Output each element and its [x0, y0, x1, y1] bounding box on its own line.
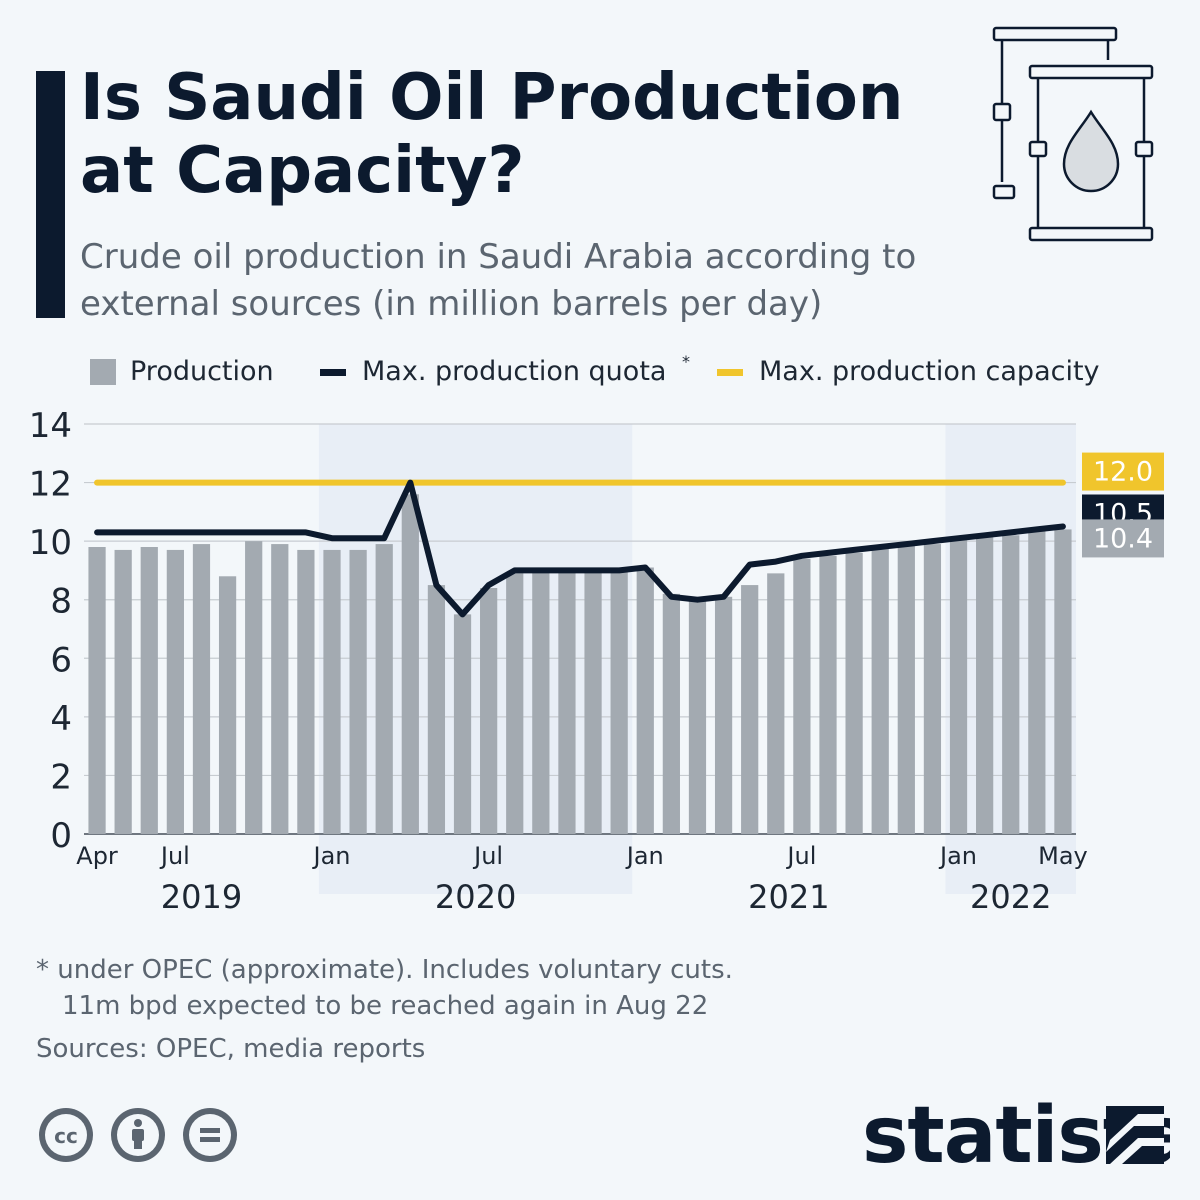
x-tick-Jan-9: Jan: [312, 842, 351, 870]
end-label-box-capacity: [1082, 452, 1164, 491]
quota-line: [94, 479, 1066, 618]
attribution-icon: [111, 1108, 165, 1162]
production-bar-16: [506, 573, 524, 834]
legend-quota-footnote-mark: *: [682, 352, 690, 371]
accent-bar: [36, 71, 65, 318]
production-bar-36: [1028, 529, 1046, 834]
legend-label-quota: Max. production quota: [362, 356, 667, 387]
y-tick-10: 10: [29, 523, 72, 563]
production-bar-18: [558, 570, 576, 834]
production-bar-6: [245, 541, 263, 834]
x-axis: 2019 2020 2021 2022 Apr Jul Jan Jul Jan Jul Jan May: [76, 842, 1087, 916]
production-bar-30: [871, 547, 889, 834]
chart-lines: [94, 479, 1066, 618]
y-tick-14: 14: [29, 406, 72, 446]
production-bar-3: [166, 549, 184, 834]
production-bars: [88, 494, 1072, 834]
legend-swatch-quota: [320, 369, 346, 376]
x-tick-Jul-27: Jul: [785, 842, 816, 870]
x-tick-Jan-33: Jan: [938, 842, 977, 870]
legend-swatch-production: [90, 359, 116, 385]
production-bar-20: [610, 570, 628, 834]
production-bar-17: [532, 570, 550, 834]
production-bar-0: [88, 547, 106, 834]
cc-icon: cc: [39, 1108, 93, 1162]
production-bar-27: [793, 558, 811, 834]
x-tick-May-37: May: [1038, 842, 1088, 870]
production-bar-14: [453, 614, 472, 834]
x-tick-Jul-15: Jul: [472, 842, 503, 870]
production-bar-7: [271, 544, 289, 834]
production-bar-33: [949, 538, 968, 834]
production-bar-21: [636, 567, 654, 834]
oil-barrel-icon: [992, 26, 1154, 242]
title-line-1: Is Saudi Oil Production: [80, 61, 904, 135]
legend-label-capacity: Max. production capacity: [759, 356, 1100, 387]
production-bar-29: [845, 552, 863, 834]
y-tick-6: 6: [50, 640, 72, 680]
footnote-line-1: * under OPEC (approximate). Includes vol…: [36, 955, 733, 985]
end-label-production: 10.4: [1093, 523, 1153, 554]
production-bar-35: [1002, 535, 1020, 834]
production-bar-22: [662, 593, 680, 834]
sources-note: Sources: OPEC, media reports: [36, 1034, 426, 1064]
subtitle-line-2: external sources (in million barrels per…: [80, 284, 823, 324]
production-bar-23: [688, 596, 707, 834]
production-bar-5: [218, 576, 237, 834]
production-bar-37: [1054, 529, 1072, 834]
x-tick-Apr-0: Apr: [76, 842, 118, 870]
y-tick-4: 4: [50, 699, 72, 739]
x-tick-Jul-3: Jul: [159, 842, 190, 870]
legend-label-production: Production: [130, 356, 274, 387]
production-bar-1: [114, 549, 132, 834]
production-chart: 0 2 4 6 8 10 12 14 2019 2020 2021 2022 Apr Jul Jan Jul…: [29, 406, 1164, 916]
license-icons[interactable]: cc: [36, 1105, 246, 1165]
year-label-2022: 2022: [970, 878, 1051, 916]
production-bar-11: [375, 544, 393, 834]
subtitle: Crude oil production in Saudi Arabia acc…: [80, 234, 1040, 328]
production-bar-28: [819, 555, 837, 834]
production-bar-10: [349, 549, 367, 834]
subtitle-line-1: Crude oil production in Saudi Arabia acc…: [80, 237, 917, 277]
production-bar-15: [480, 588, 498, 834]
y-tick-0: 0: [50, 816, 72, 856]
x-tick-Jan-21: Jan: [625, 842, 664, 870]
production-bar-13: [427, 585, 446, 834]
end-label-box-production: [1082, 519, 1164, 558]
production-bar-34: [976, 535, 994, 834]
page-title: Is Saudi Oil Production at Capacity?: [80, 62, 940, 208]
production-bar-8: [297, 549, 315, 834]
production-bar-25: [741, 585, 759, 834]
y-tick-2: 2: [50, 757, 72, 797]
year-band-2020: [318, 424, 633, 894]
year-label-2019: 2019: [161, 878, 242, 916]
production-bar-19: [584, 570, 602, 834]
legend-swatch-capacity: [717, 369, 743, 376]
production-bar-4: [192, 544, 211, 834]
footnote-line-2: 11m bpd expected to be reached again in …: [62, 991, 709, 1021]
production-bar-31: [897, 544, 915, 834]
year-label-2021: 2021: [748, 878, 829, 916]
y-axis: 0 2 4 6 8 10 12 14: [29, 406, 72, 856]
production-bar-9: [323, 549, 341, 834]
end-labels: 12.010.510.4: [1082, 452, 1164, 558]
statista-logo[interactable]: statista: [860, 1094, 1170, 1174]
statista-mark-icon: [1106, 1106, 1164, 1164]
end-label-capacity: 12.0: [1093, 457, 1153, 488]
y-tick-8: 8: [50, 582, 72, 622]
svg-text:cc: cc: [54, 1124, 78, 1148]
no-derivatives-icon: [183, 1108, 237, 1162]
production-bar-24: [714, 596, 733, 834]
title-line-2: at Capacity?: [80, 134, 525, 208]
production-bar-26: [767, 573, 785, 834]
production-bar-12: [401, 494, 419, 834]
y-tick-12: 12: [29, 465, 72, 505]
production-bar-32: [923, 544, 942, 834]
year-label-2020: 2020: [435, 878, 516, 916]
production-bar-2: [140, 547, 158, 834]
